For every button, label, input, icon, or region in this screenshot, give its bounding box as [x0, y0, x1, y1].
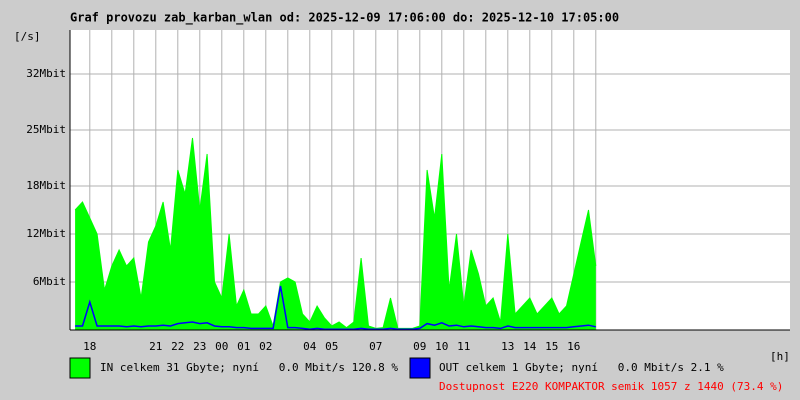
y-tick-label: 6Mbit — [33, 275, 66, 288]
x-tick-label: 00 — [215, 340, 228, 353]
y-tick-label: 18Mbit — [26, 179, 66, 192]
x-tick-label: 09 — [413, 340, 426, 353]
legend-swatch — [409, 357, 431, 379]
y-axis-label: [/s] — [14, 30, 41, 43]
series-line — [75, 285, 596, 330]
x-tick-label: 01 — [237, 340, 250, 353]
area-outline — [74, 137, 597, 329]
area-fill — [75, 138, 596, 330]
x-tick-label: 14 — [523, 340, 537, 353]
y-tick-label: 32Mbit — [26, 67, 66, 80]
x-tick-label: 15 — [545, 340, 558, 353]
x-axis-label: [h] — [770, 350, 790, 363]
x-tick-label: 04 — [303, 340, 317, 353]
x-tick-label: 07 — [369, 340, 382, 353]
chart-title: Graf provozu zab_karban_wlan od: 2025-12… — [70, 11, 619, 26]
x-tick-label: 05 — [325, 340, 338, 353]
x-tick-label: 16 — [567, 340, 580, 353]
x-tick-label: 21 — [149, 340, 162, 353]
legend: IN celkem 31 Gbyte; nyní 0.0 Mbit/s 120.… — [69, 357, 783, 393]
y-tick-label: 12Mbit — [26, 227, 66, 240]
axes — [69, 30, 790, 331]
legend-swatch — [69, 357, 91, 379]
x-tick-label: 11 — [457, 340, 470, 353]
x-tick-label: 13 — [501, 340, 514, 353]
x-tick-label: 23 — [193, 340, 206, 353]
x-tick-label: 10 — [435, 340, 448, 353]
legend-label: OUT celkem 1 Gbyte; nyní 0.0 Mbit/s 2.1 … — [439, 361, 724, 374]
x-tick-label: 18 — [83, 340, 96, 353]
legend-label: IN celkem 31 Gbyte; nyní 0.0 Mbit/s 120.… — [100, 361, 398, 374]
y-tick-label: 25Mbit — [26, 123, 66, 136]
x-tick-label: 22 — [171, 340, 184, 353]
availability-note: Dostupnost E220 KOMPAKTOR semik 1057 z 1… — [439, 380, 783, 393]
x-tick-label: 02 — [259, 340, 272, 353]
marks — [74, 137, 597, 330]
